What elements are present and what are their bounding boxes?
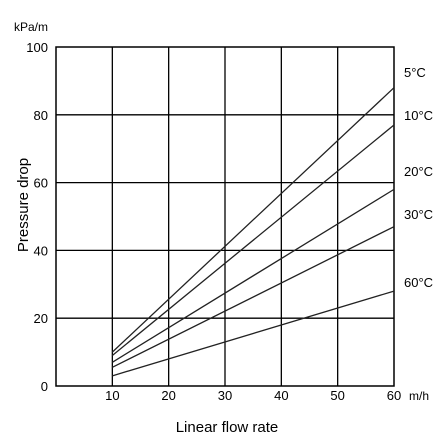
plot-frame bbox=[55, 46, 395, 387]
y-tick-label: 20 bbox=[34, 311, 48, 326]
y-tick-label: 0 bbox=[41, 379, 48, 394]
x-tick-label: 40 bbox=[274, 388, 288, 403]
series-line-20Cc bbox=[111, 188, 395, 363]
x-tick-label: 60 bbox=[387, 388, 401, 403]
x-tick-label: 30 bbox=[218, 388, 232, 403]
series-line-30Cc bbox=[112, 226, 395, 368]
y-tick-label: 40 bbox=[34, 243, 48, 258]
x-tick-label: 20 bbox=[161, 388, 175, 403]
series-line-5Cc bbox=[111, 87, 395, 353]
series-label: 20°C bbox=[404, 164, 433, 179]
series-label: 10°C bbox=[404, 108, 433, 123]
x-axis-title: Linear flow rate bbox=[176, 419, 279, 436]
grid bbox=[56, 47, 394, 386]
series-label: 5°C bbox=[404, 65, 426, 80]
series-label: 60°C bbox=[404, 275, 433, 290]
tick-labels: 10 20 30 40 50 60 0 20 40 60 80 100 bbox=[26, 40, 401, 403]
y-tick-label: 100 bbox=[26, 40, 48, 55]
series-line-10Cc bbox=[111, 124, 395, 356]
x-unit-label: m/h bbox=[409, 389, 429, 403]
y-tick-label: 80 bbox=[34, 108, 48, 123]
y-tick-label: 60 bbox=[34, 176, 48, 191]
y-unit-label: kPa/m bbox=[14, 20, 48, 34]
x-tick-label: 10 bbox=[105, 388, 119, 403]
series-label: 30°C bbox=[404, 207, 433, 222]
series-line-60Cc bbox=[112, 290, 395, 377]
x-tick-label: 50 bbox=[330, 388, 344, 403]
y-axis-title: Pressure drop bbox=[15, 158, 32, 252]
series-lines: 5°C 10°C 20°C 30°C 60°C bbox=[111, 65, 433, 377]
